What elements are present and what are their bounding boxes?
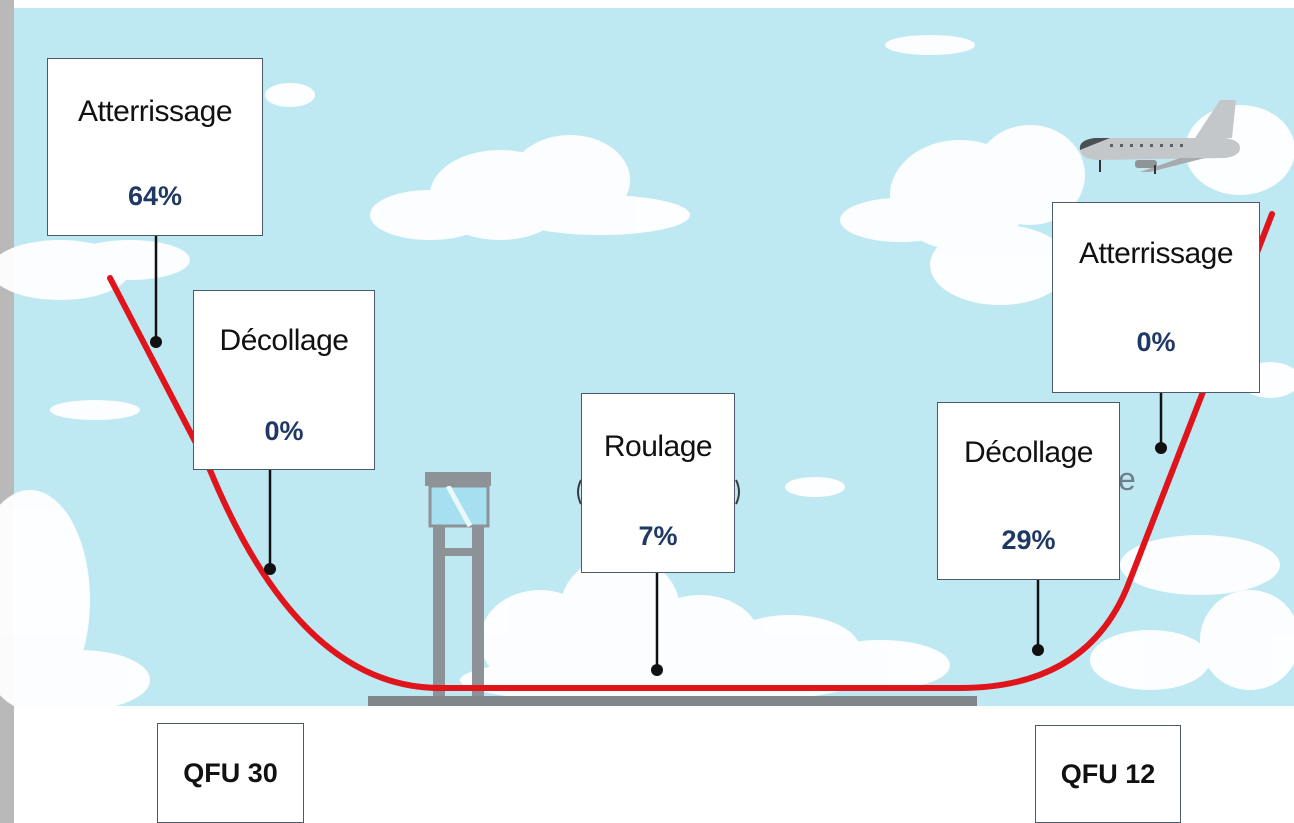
card-landing-qfu12: Atterrissage 0% bbox=[1052, 202, 1260, 393]
runway-label-qfu12: QFU 12 bbox=[1035, 725, 1181, 823]
card-takeoff-qfu30: Décollage 0% bbox=[193, 290, 375, 470]
dot-taxi bbox=[651, 664, 663, 676]
cloud-top-right bbox=[885, 35, 975, 55]
background-letter: e bbox=[1118, 461, 1136, 497]
cloud-left bbox=[0, 83, 315, 420]
airplane-icon bbox=[1079, 100, 1240, 174]
card-value: 29% bbox=[1001, 525, 1056, 555]
background-text-fragments: e bbox=[1118, 461, 1136, 497]
dot-landing-qfu30 bbox=[150, 336, 162, 348]
card-label: Décollage bbox=[964, 436, 1093, 469]
dot-takeoff-qfu30 bbox=[264, 563, 276, 575]
card-label: Atterrissage bbox=[1078, 237, 1234, 270]
card-label: Atterrissage bbox=[77, 95, 233, 128]
cloud-center bbox=[370, 135, 690, 240]
cloud-bottom-right bbox=[1090, 535, 1294, 690]
cloud-bottom-center bbox=[460, 477, 950, 705]
background-bracket-marks bbox=[577, 479, 740, 505]
card-landing-qfu30: Atterrissage 64% bbox=[47, 58, 263, 236]
connector-dots bbox=[150, 336, 1167, 676]
runway-label-qfu30: QFU 30 bbox=[157, 723, 304, 823]
control-tower bbox=[425, 472, 491, 700]
card-label: Roulage bbox=[603, 430, 713, 463]
dot-landing-qfu12 bbox=[1155, 442, 1167, 454]
card-label: Décollage bbox=[219, 324, 349, 357]
cloud-bottom-left bbox=[0, 490, 150, 710]
card-value: 64% bbox=[127, 181, 183, 211]
card-taxi: Roulage 7% bbox=[581, 393, 735, 573]
card-value: 7% bbox=[638, 521, 678, 551]
card-takeoff-qfu12: Décollage 29% bbox=[937, 402, 1120, 580]
runway bbox=[368, 696, 977, 706]
cloud-right bbox=[840, 125, 1085, 305]
flight-path bbox=[107, 211, 1275, 691]
card-value: 0% bbox=[1136, 327, 1176, 357]
card-value: 0% bbox=[264, 416, 304, 446]
connector-lines bbox=[154, 236, 1163, 668]
dot-takeoff-qfu12 bbox=[1032, 644, 1044, 656]
